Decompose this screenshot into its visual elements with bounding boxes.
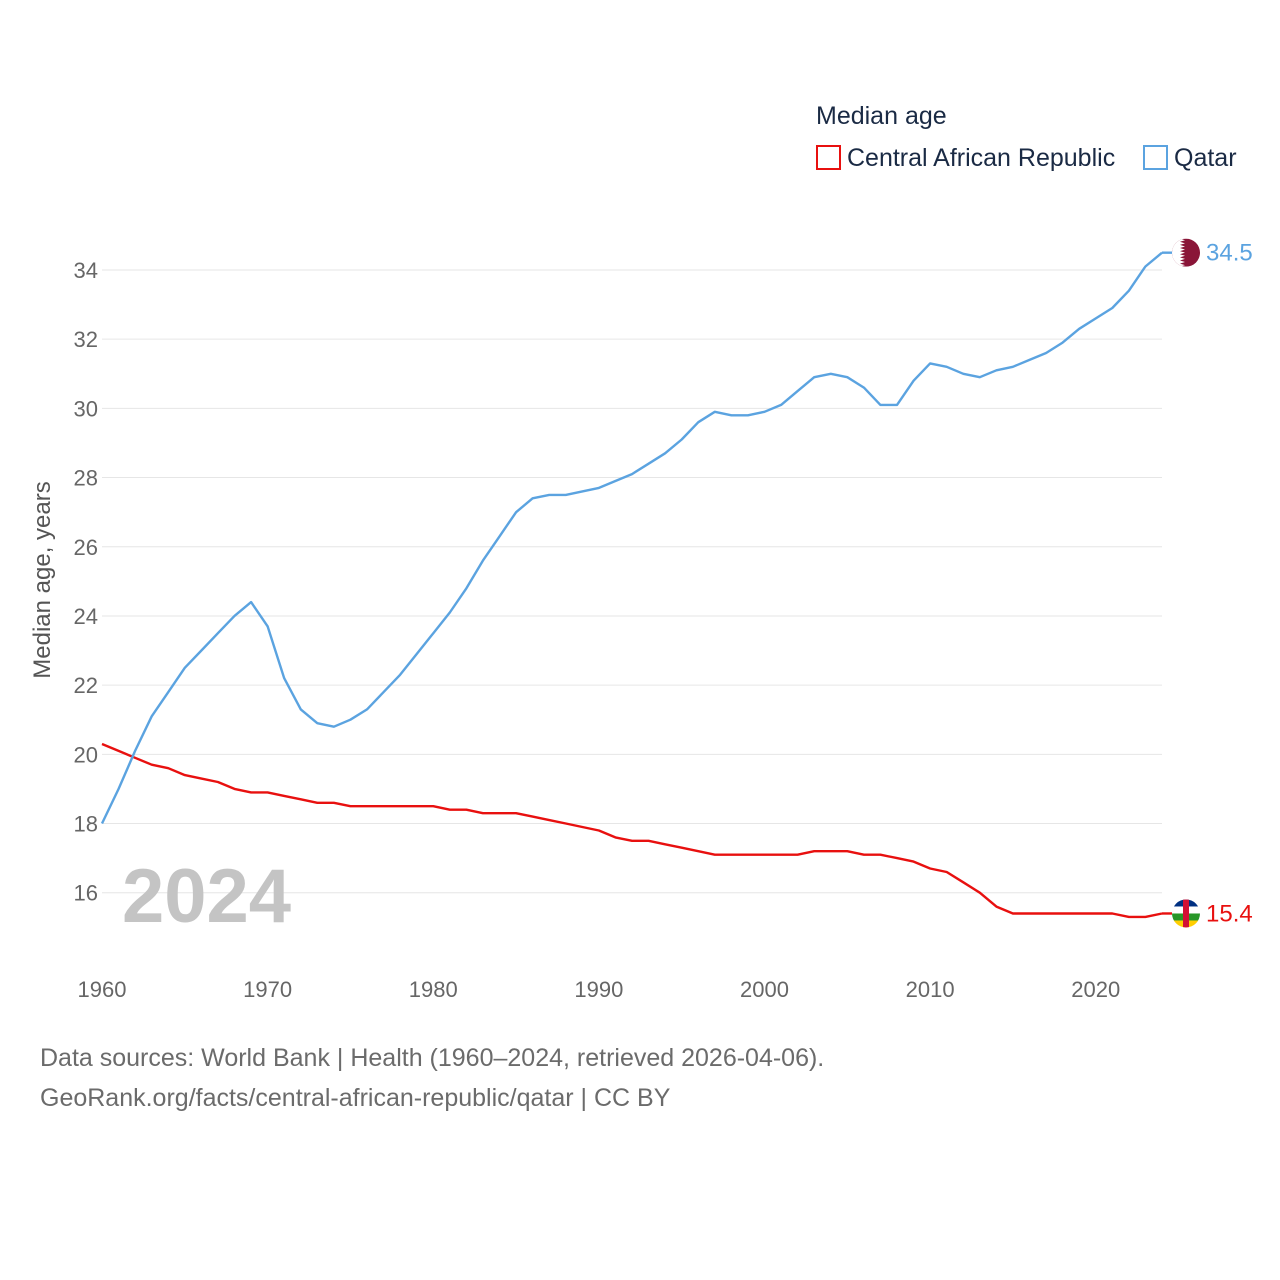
- legend-item-central-african-republic[interactable]: Central African Republic: [816, 144, 1115, 172]
- y-axis-title: Median age, years: [29, 481, 56, 678]
- legend-item-qatar[interactable]: Qatar: [1143, 144, 1237, 172]
- x-tick-label-1970: 1970: [243, 977, 292, 1002]
- x-tick-label-2010: 2010: [906, 977, 955, 1002]
- end-value-label-central-african-republic: 15.4: [1206, 900, 1253, 927]
- footer-sources: Data sources: World Bank | Health (1960–…: [40, 1044, 825, 1072]
- series-endpoints: 15.4 34.5: [1162, 238, 1253, 928]
- legend: Median age Central African Republic Qata…: [816, 102, 1237, 172]
- x-axis-ticks: 1960 1970 1980 1990 2000 2010 2020: [78, 977, 1121, 1002]
- y-tick-label-32: 32: [74, 327, 98, 352]
- y-tick-label-26: 26: [74, 535, 98, 560]
- legend-swatch-central-african-republic: [816, 145, 841, 170]
- series-line-qatar[interactable]: [100, 251, 1163, 825]
- series-lines: [100, 251, 1163, 919]
- y-tick-label-34: 34: [74, 258, 98, 283]
- legend-title: Median age: [816, 102, 947, 130]
- y-tick-label-16: 16: [74, 881, 98, 906]
- gridlines: [102, 269, 1162, 894]
- y-tick-label-18: 18: [74, 812, 98, 837]
- x-tick-label-2020: 2020: [1071, 977, 1120, 1002]
- y-tick-label-30: 30: [74, 396, 98, 421]
- highlight-year-label: 2024: [122, 854, 291, 939]
- y-axis-ticks: 16 18 20 22 24 26 28 30 32 34: [74, 258, 98, 906]
- x-tick-label-1960: 1960: [78, 977, 127, 1002]
- y-tick-label-22: 22: [74, 673, 98, 698]
- y-tick-label-24: 24: [74, 604, 98, 629]
- end-value-label-qatar: 34.5: [1206, 240, 1253, 267]
- y-tick-label-28: 28: [74, 466, 98, 491]
- series-line-central-african-republic[interactable]: [101, 742, 1163, 919]
- legend-swatch-qatar: [1143, 145, 1168, 170]
- median-age-chart: 16 18 20 22 24 26 28 30 32 34 1960 1970 1980 1990 200…: [29, 102, 1253, 1002]
- footer-link[interactable]: GeoRank.org/facts/central-african-republ…: [40, 1084, 671, 1112]
- legend-label-qatar: Qatar: [1174, 144, 1237, 172]
- y-tick-label-20: 20: [74, 742, 98, 767]
- x-tick-label-1990: 1990: [574, 977, 623, 1002]
- x-tick-label-2000: 2000: [740, 977, 789, 1002]
- central-african-republic-flag-icon: [1172, 899, 1200, 928]
- x-tick-label-1980: 1980: [409, 977, 458, 1002]
- legend-label-central-african-republic: Central African Republic: [847, 144, 1115, 172]
- qatar-flag-icon: [1172, 238, 1200, 267]
